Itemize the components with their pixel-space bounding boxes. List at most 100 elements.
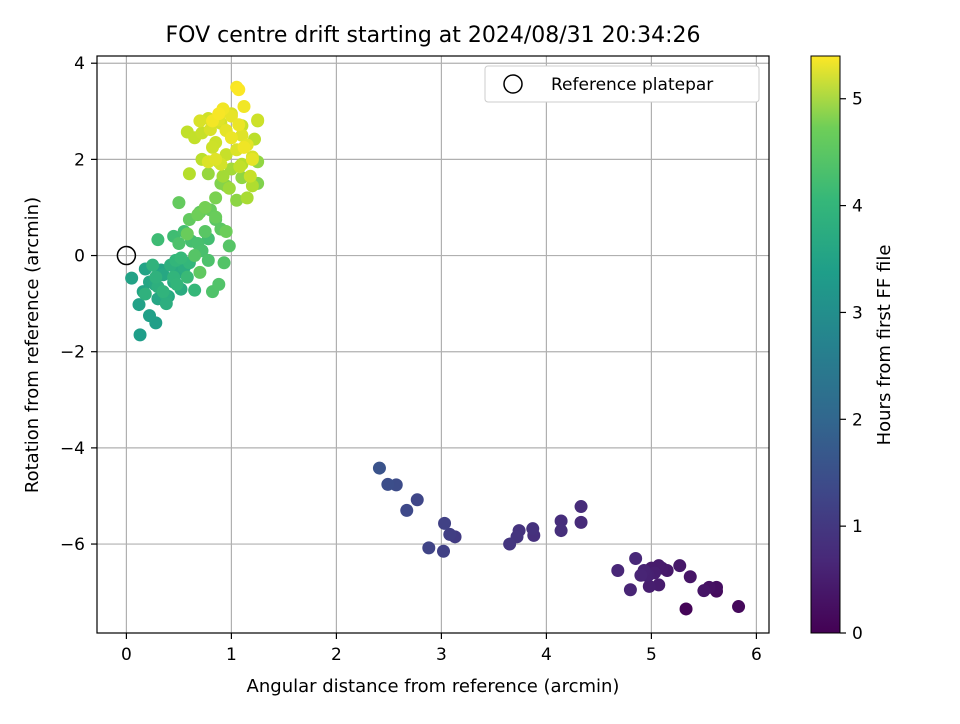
scatter-point — [381, 477, 395, 491]
colorbar-tick-label: 2 — [852, 410, 863, 430]
scatter-point — [438, 516, 452, 530]
scatter-point — [209, 152, 223, 166]
scatter-point — [683, 570, 697, 584]
scatter-point — [125, 271, 139, 285]
scatter-point — [673, 559, 687, 573]
scatter-point — [219, 148, 233, 162]
data-points — [125, 80, 746, 616]
scatter-point — [679, 602, 693, 616]
y-axis-ticks: −6 −4 −2 0 2 4 — [60, 54, 97, 555]
scatter-point — [400, 503, 414, 517]
scatter-point — [240, 191, 254, 205]
scatter-point — [232, 83, 246, 97]
scatter-point — [732, 600, 746, 614]
scatter-point — [201, 253, 215, 267]
legend-marker-icon — [503, 74, 523, 94]
y-tick-label: 0 — [74, 247, 85, 267]
scatter-point — [222, 239, 236, 253]
scatter-point — [209, 191, 223, 205]
scatter-point — [222, 181, 236, 195]
grid-lines — [97, 56, 769, 633]
scatter-point — [232, 118, 246, 132]
x-tick-label: 3 — [436, 645, 447, 665]
reference-point-marker — [116, 245, 137, 266]
y-tick-label: 2 — [74, 150, 85, 170]
scatter-point — [697, 584, 711, 598]
x-axis-ticks: 0 1 2 3 4 5 6 — [121, 633, 762, 665]
scatter-point — [219, 225, 233, 239]
scatter-point — [554, 514, 568, 528]
scatter-point — [237, 99, 251, 113]
y-tick-label: −4 — [60, 439, 85, 459]
colorbar-gradient — [810, 55, 841, 634]
scatter-point — [212, 107, 226, 121]
scatter-point — [193, 114, 207, 128]
scatter-point — [138, 287, 152, 301]
x-axis-label: Angular distance from reference (arcmin) — [247, 676, 620, 697]
scatter-point — [574, 515, 588, 529]
scatter-point — [198, 225, 212, 239]
colorbar-tick-label: 5 — [852, 90, 863, 110]
scatter-point — [198, 200, 212, 214]
scatter-point — [554, 524, 568, 538]
scatter-point — [182, 167, 196, 181]
legend: Reference platepar — [484, 65, 760, 103]
scatter-point — [132, 298, 146, 312]
scatter-point — [156, 285, 170, 299]
scatter-point — [201, 167, 215, 181]
scatter-point — [206, 140, 219, 154]
scatter-point — [422, 541, 436, 555]
colorbar: 0 1 2 3 4 5 Hours from first FF file — [810, 55, 895, 644]
scatter-point — [151, 233, 165, 247]
plot-frame — [96, 55, 770, 634]
scatter-point — [443, 527, 457, 541]
colorbar-tick-label: 0 — [852, 624, 863, 644]
y-axis-label: Rotation from reference (arcmin) — [22, 197, 43, 493]
scatter-point — [623, 583, 637, 597]
colorbar-label: Hours from first FF file — [874, 245, 895, 446]
x-tick-label: 0 — [121, 645, 132, 665]
y-tick-label: 4 — [74, 54, 85, 74]
scatter-point — [159, 297, 173, 311]
scatter-point — [233, 160, 247, 174]
x-tick-label: 2 — [331, 645, 342, 665]
scatter-point — [143, 309, 156, 323]
scatter-point — [503, 537, 517, 551]
y-tick-label: −6 — [60, 535, 85, 555]
scatter-point — [149, 270, 163, 284]
scatter-point — [180, 227, 194, 241]
scatter-point — [193, 265, 207, 279]
scatter-point — [133, 328, 147, 342]
scatter-point — [642, 579, 656, 593]
scatter-point — [180, 270, 194, 284]
scatter-point — [146, 258, 160, 272]
scatter-point — [526, 522, 540, 536]
colorbar-tick-label: 4 — [852, 197, 863, 217]
scatter-point — [372, 461, 386, 475]
scatter-point — [174, 251, 188, 265]
scatter-point — [235, 128, 249, 142]
scatter-point — [188, 249, 202, 263]
scatter-point — [237, 140, 251, 154]
scatter-point — [216, 169, 230, 183]
legend-label: Reference platepar — [551, 75, 713, 95]
x-tick-label: 6 — [751, 645, 762, 665]
scatter-point — [251, 113, 265, 127]
legend-box — [484, 65, 760, 103]
scatter-point — [629, 551, 643, 565]
scatter-point — [243, 169, 257, 183]
scatter-point — [574, 500, 588, 514]
scatter-point — [611, 563, 625, 577]
x-tick-label: 1 — [226, 645, 237, 665]
scatter-point — [217, 256, 231, 270]
scatter-point — [209, 210, 223, 224]
scatter-point — [230, 193, 244, 207]
scatter-point — [634, 568, 648, 582]
colorbar-tick-label: 3 — [852, 303, 863, 323]
scatter-point — [172, 196, 186, 210]
scatter-point — [410, 493, 424, 507]
scatter-point — [188, 283, 202, 297]
scatter-point — [437, 544, 450, 558]
